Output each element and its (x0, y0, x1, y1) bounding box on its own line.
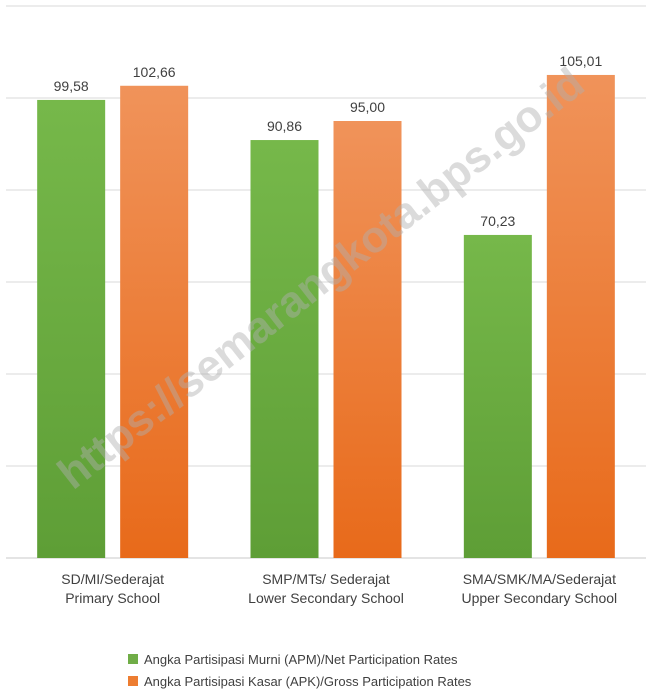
value-label-apk-3: 105,01 (559, 53, 602, 69)
bar-apm-2 (250, 140, 319, 558)
legend-item-apk: Angka Partisipasi Kasar (APK)/Gross Part… (0, 670, 652, 692)
value-label-apm-2: 90,86 (267, 118, 302, 134)
bar-apk-1 (120, 85, 189, 558)
value-label-apm-3: 70,23 (480, 213, 515, 229)
category-label-1-line-1: SD/MI/Sederajat (61, 571, 164, 587)
legend-swatch-green (128, 654, 138, 664)
legend-label-apk: Angka Partisipasi Kasar (APK)/Gross Part… (144, 673, 472, 689)
value-labels: 99,58 102,66 90,86 95,00 70,23 105,01 (54, 53, 603, 229)
legend-item-apm: Angka Partisipasi Murni (APM)/Net Partic… (0, 648, 652, 670)
category-label-3-line-2: Upper Secondary School (462, 590, 618, 606)
bar-chart: 99,58 102,66 90,86 95,00 70,23 105,01 SD/MI/S… (6, 5, 646, 606)
category-label-2-line-1: SMP/MTs/ Sederajat (262, 571, 390, 587)
legend-swatch-orange (128, 676, 138, 686)
category-label-1-line-2: Primary School (65, 590, 160, 606)
gridlines (6, 5, 646, 559)
legend-label-apm: Angka Partisipasi Murni (APM)/Net Partic… (144, 651, 458, 667)
value-label-apk-1: 102,66 (133, 64, 176, 80)
bar-apm-1 (37, 99, 106, 558)
bars (37, 74, 615, 558)
value-label-apm-1: 99,58 (54, 78, 89, 94)
value-label-apk-2: 95,00 (350, 99, 385, 115)
category-labels: SD/MI/Sederajat Primary School SMP/MTs/ Se… (61, 571, 617, 606)
bar-apk-3 (546, 74, 615, 558)
category-label-2-line-2: Lower Secondary School (248, 590, 404, 606)
category-label-3-line-1: SMA/SMK/MA/Sederajat (463, 571, 616, 587)
legend: Angka Partisipasi Murni (APM)/Net Partic… (0, 648, 652, 692)
bar-apm-3 (463, 234, 532, 558)
bar-apk-2 (333, 121, 402, 558)
